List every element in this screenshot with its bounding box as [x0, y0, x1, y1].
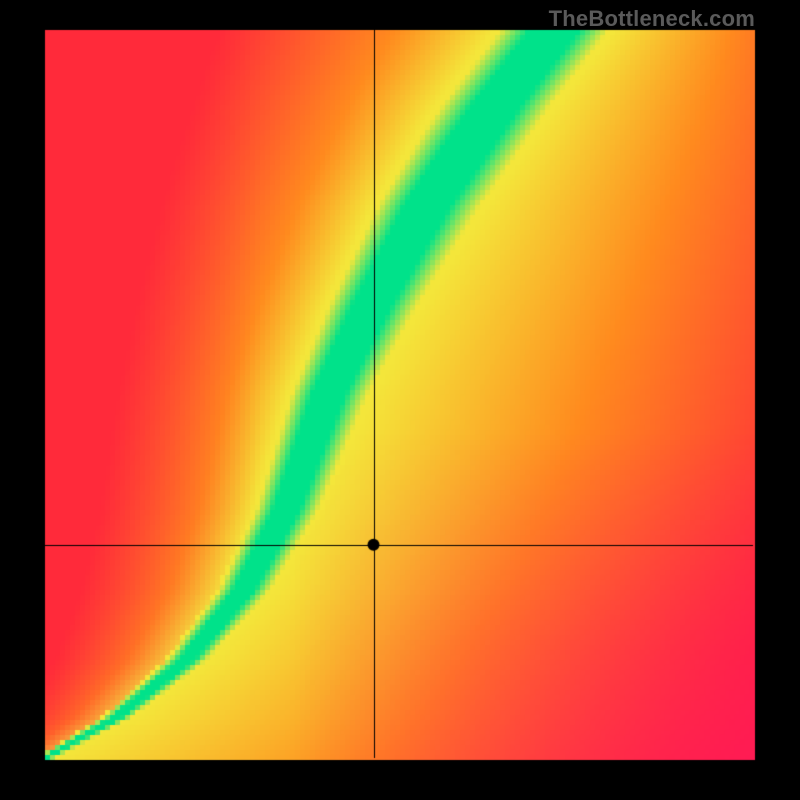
chart-container: TheBottleneck.com [0, 0, 800, 800]
watermark-text: TheBottleneck.com [549, 6, 755, 32]
bottleneck-heatmap-canvas [0, 0, 800, 800]
